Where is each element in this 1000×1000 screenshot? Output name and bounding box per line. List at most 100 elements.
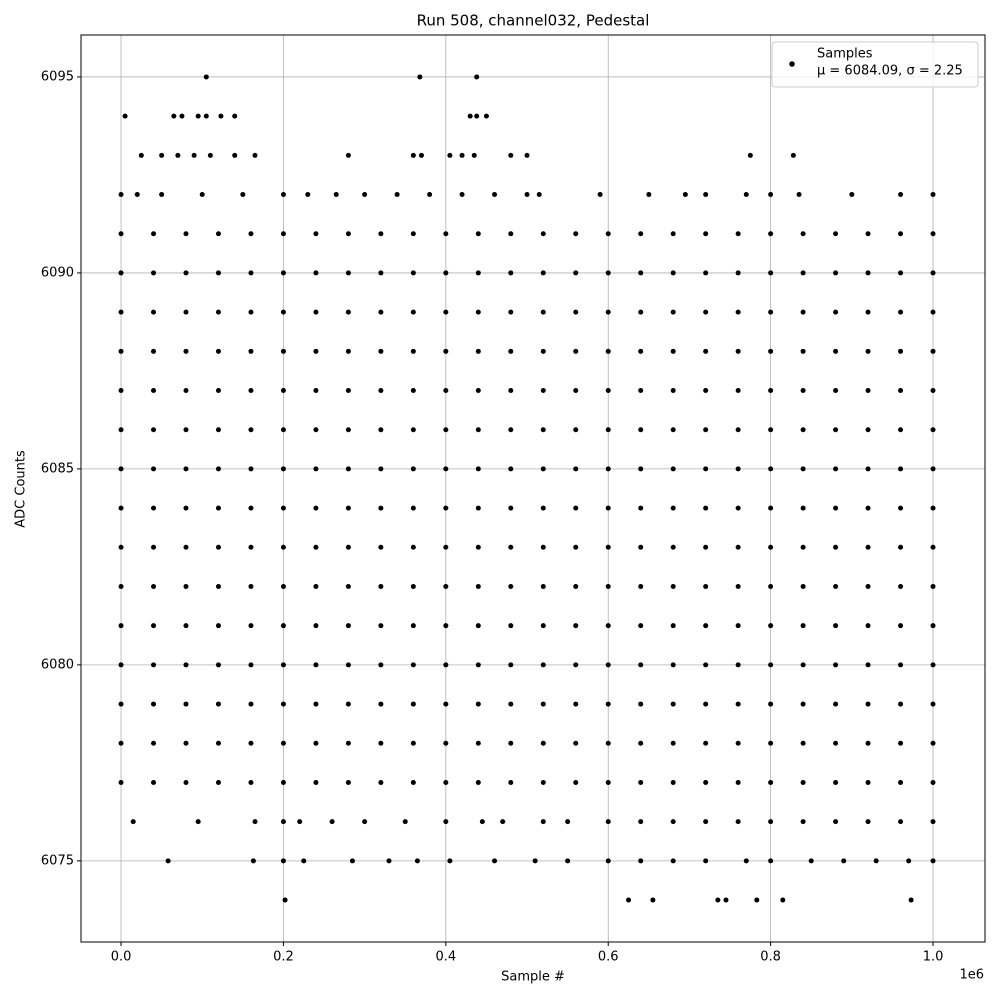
point xyxy=(508,779,514,785)
point xyxy=(508,740,514,746)
point xyxy=(800,779,806,785)
point xyxy=(703,231,709,237)
point xyxy=(410,231,416,237)
point xyxy=(207,152,213,158)
point xyxy=(280,388,286,394)
point xyxy=(605,348,611,354)
point xyxy=(471,152,477,158)
point xyxy=(930,231,936,237)
point xyxy=(768,779,774,785)
point xyxy=(573,544,579,550)
point xyxy=(179,113,185,119)
point xyxy=(252,152,258,158)
point xyxy=(865,505,871,511)
point xyxy=(459,192,465,198)
point xyxy=(898,466,904,472)
point xyxy=(508,505,514,511)
point xyxy=(703,858,709,864)
point xyxy=(768,466,774,472)
point xyxy=(908,897,914,903)
point xyxy=(898,662,904,668)
points-layer xyxy=(118,74,936,903)
point xyxy=(418,152,424,158)
point xyxy=(414,858,420,864)
point xyxy=(638,309,644,315)
point xyxy=(443,270,449,276)
point xyxy=(118,231,124,237)
point xyxy=(768,505,774,511)
point xyxy=(735,348,741,354)
point xyxy=(930,270,936,276)
point xyxy=(378,231,384,237)
point xyxy=(573,623,579,629)
point xyxy=(183,348,189,354)
point xyxy=(447,152,453,158)
point xyxy=(670,348,676,354)
point xyxy=(410,623,416,629)
point xyxy=(540,309,546,315)
point xyxy=(301,858,307,864)
point xyxy=(508,544,514,550)
point xyxy=(410,779,416,785)
point xyxy=(898,740,904,746)
point xyxy=(443,740,449,746)
point xyxy=(865,740,871,746)
point xyxy=(833,740,839,746)
point xyxy=(715,897,721,903)
point xyxy=(768,819,774,825)
point xyxy=(735,819,741,825)
point xyxy=(532,858,538,864)
point xyxy=(191,152,197,158)
point xyxy=(743,858,749,864)
point xyxy=(248,662,254,668)
point xyxy=(780,897,786,903)
point xyxy=(410,466,416,472)
point xyxy=(475,466,481,472)
point xyxy=(605,388,611,394)
point xyxy=(475,544,481,550)
point xyxy=(151,270,157,276)
point xyxy=(280,662,286,668)
point xyxy=(183,662,189,668)
point xyxy=(605,427,611,433)
point xyxy=(833,231,839,237)
point xyxy=(248,270,254,276)
point xyxy=(508,427,514,433)
point xyxy=(248,309,254,315)
point xyxy=(118,348,124,354)
axes-layer: 0.0 0.2 0.4 0.6 0.8 1.0 6075 6080 6085 6090 6095 xyxy=(41,69,943,964)
point xyxy=(597,192,603,198)
point xyxy=(626,897,632,903)
x-tick-label: 0.8 xyxy=(760,950,781,965)
point xyxy=(898,544,904,550)
point xyxy=(833,505,839,511)
point xyxy=(378,466,384,472)
point xyxy=(768,544,774,550)
point xyxy=(475,348,481,354)
point xyxy=(833,309,839,315)
point xyxy=(670,740,676,746)
point xyxy=(215,270,221,276)
point xyxy=(378,583,384,589)
point xyxy=(443,466,449,472)
point xyxy=(280,819,286,825)
point xyxy=(605,544,611,550)
point xyxy=(930,623,936,629)
point xyxy=(670,779,676,785)
point xyxy=(345,701,351,707)
point xyxy=(573,427,579,433)
point xyxy=(410,152,416,158)
point xyxy=(218,113,224,119)
point xyxy=(151,348,157,354)
point xyxy=(605,466,611,472)
point xyxy=(417,74,423,80)
point xyxy=(754,897,760,903)
point xyxy=(508,662,514,668)
point xyxy=(248,740,254,746)
point xyxy=(195,113,201,119)
point xyxy=(670,701,676,707)
point xyxy=(540,819,546,825)
point xyxy=(638,388,644,394)
y-tick-label: 6095 xyxy=(41,69,74,84)
point xyxy=(573,779,579,785)
